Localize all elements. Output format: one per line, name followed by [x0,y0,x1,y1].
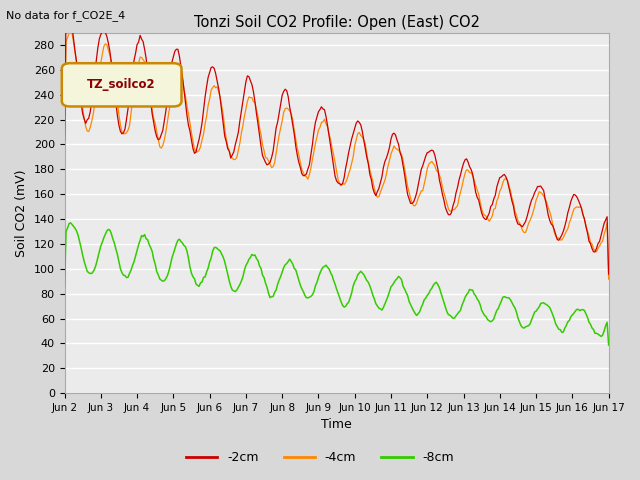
-2cm [61,138,68,144]
Line: -2cm: -2cm [65,12,609,274]
-8cm [540,300,547,306]
Y-axis label: Soil CO2 (mV): Soil CO2 (mV) [15,169,28,257]
Line: -4cm: -4cm [65,31,609,279]
-2cm [605,271,612,277]
-8cm [372,301,380,307]
Title: Tonzi Soil CO2 Profile: Open (East) CO2: Tonzi Soil CO2 Profile: Open (East) CO2 [193,15,479,30]
Line: -8cm: -8cm [65,223,609,345]
FancyBboxPatch shape [62,63,182,107]
-4cm [61,156,68,162]
-8cm [67,220,74,226]
-2cm [372,193,380,199]
-2cm [540,188,547,193]
-4cm [403,175,410,180]
-4cm [390,143,398,149]
-2cm [62,9,70,15]
-2cm [403,182,410,188]
-4cm [163,120,171,125]
-4cm [540,193,547,199]
-8cm [390,280,398,286]
-4cm [372,192,380,198]
-8cm [77,245,85,251]
-4cm [77,94,85,100]
-4cm [605,276,612,282]
-8cm [403,289,410,295]
-8cm [605,342,612,348]
-8cm [61,284,68,289]
-2cm [390,130,398,136]
-4cm [67,28,74,34]
X-axis label: Time: Time [321,419,352,432]
Legend: -2cm, -4cm, -8cm: -2cm, -4cm, -8cm [181,446,459,469]
-2cm [77,101,85,107]
-8cm [163,273,171,279]
Text: TZ_soilco2: TZ_soilco2 [87,78,156,91]
Text: No data for f_CO2E_4: No data for f_CO2E_4 [6,10,125,21]
-2cm [163,96,171,102]
